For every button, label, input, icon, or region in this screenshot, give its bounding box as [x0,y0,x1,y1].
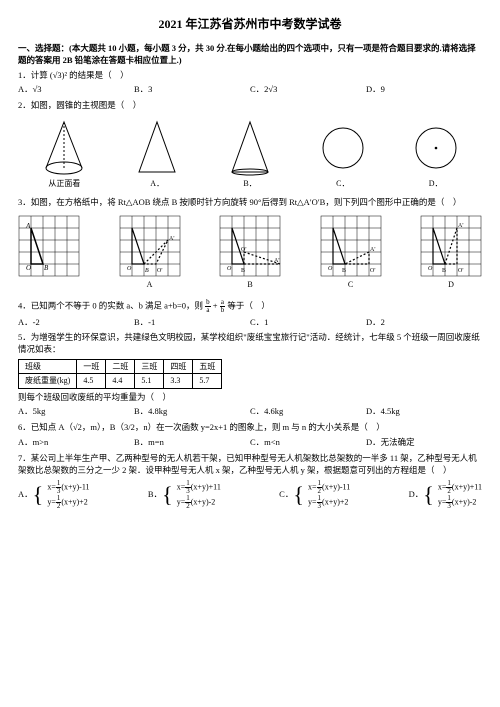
brace-icon: { [162,490,173,500]
svg-text:A': A' [274,258,279,264]
q1-options: A．√3 B．3 C．2√3 D．9 [18,84,482,96]
q7-text: 7．某公司上半年生产甲、乙两种型号的无人机若干架，已知甲种型号无人机架数比总架数… [18,453,482,477]
q2-opt-d: D． [413,118,459,189]
q5-b: B．4.8kg [134,406,250,418]
q3-grids: AOB OBO'A' A OBO'A' B OBO'A' C [18,215,482,290]
q5-a: A．5kg [18,406,134,418]
svg-text:O: O [428,266,433,272]
q7-d: D．{ x=12(x+y)+11 y=13(x+y)-2 [409,480,482,510]
q1-text: 1．计算 (√3)² 的结果是（ ） [18,70,482,82]
q2-opt-a: A． [134,118,180,189]
q2-opt-b: B． [227,118,273,189]
q6-b: B．m=n [134,437,250,449]
q4-text: 4．已知两个不等于 0 的实数 a、b 满足 a+b=0，则 ba + ab 等… [18,299,482,314]
q1-c: C．2√3 [250,84,366,96]
grid-b-icon: O B O' A' [219,215,281,277]
grid-a-icon: O B O' A' [119,215,181,277]
brace-icon: { [293,490,304,500]
svg-text:O: O [227,266,232,272]
q6-text: 6．已知点 A（√2，m），B（3/2，n）在一次函数 y=2x+1 的图象上，… [18,422,482,434]
q4-a: A．-2 [18,317,134,329]
svg-text:B: B [442,268,446,274]
cone-icon [41,118,87,176]
brace-icon: { [423,490,434,500]
q3-d: OBO'A' D [420,215,482,290]
q5-c: C．4.6kg [250,406,366,418]
circle-dot-icon [413,118,459,176]
q3-b: O B O' A' B [219,215,281,290]
triangle-base-icon [227,118,273,176]
q7-c: C．{ x=12(x+y)-11 y=13(x+y)+2 [279,480,350,510]
q7-b: B．{ x=13(x+y)+11 y=12(x+y)-2 [148,480,221,510]
q1-b: B．3 [134,84,250,96]
svg-text:O': O' [241,247,246,253]
svg-text:A': A' [458,223,463,229]
section-header: 一、选择题：(本大题共 10 小题，每小题 3 分，共 30 分.在每小题给出的… [18,43,482,67]
frac-ab: ab [220,299,226,314]
grid-stem-icon: A O B [18,215,80,277]
frac-ba: ba [205,299,211,314]
q7-a: A．{ x=13(x+y)-11 y=12(x+y)+2 [18,480,90,510]
q1-d: D．9 [366,84,482,96]
q7-options: A．{ x=13(x+y)-11 y=12(x+y)+2 B．{ x=13(x+… [18,480,482,510]
svg-text:O': O' [370,268,375,274]
page-title: 2021 年江苏省苏州市中考数学试卷 [18,16,482,33]
q1-a: A．√3 [18,84,134,96]
q2-opt-c: C． [320,118,366,189]
svg-text:B: B [145,268,149,274]
table-row: 班级一班二班三班四班五班 [19,360,222,374]
q4-b: B．-1 [134,317,250,329]
q2-figures: 从正面看 A． B． C． D． [18,118,482,189]
triangle-icon [134,118,180,176]
brace-icon: { [33,490,44,500]
q3-c: OBO'A' C [320,215,382,290]
q4-options: A．-2 B．-1 C．1 D．2 [18,317,482,329]
svg-text:B: B [44,264,49,272]
table-row: 废纸重量(kg)4.54.45.13.35.7 [19,374,222,388]
svg-text:O: O [328,266,333,272]
svg-text:A': A' [169,236,174,242]
q2-text: 2．如图，圆锥的主视图是（ ） [18,100,482,112]
q4-d: D．2 [366,317,482,329]
svg-text:A': A' [370,247,375,253]
q5-options: A．5kg B．4.8kg C．4.6kg D．4.5kg [18,406,482,418]
q3-text: 3．如图，在方格纸中，将 Rt△AOB 绕点 B 按顺时针方向旋转 90°后得到… [18,197,482,209]
svg-text:B: B [342,268,346,274]
q3-a: OBO'A' A [119,215,181,290]
q5-text: 5．为增强学生的环保意识，共建绿色文明校园，某学校组织"废纸宝宝旅行记"活动．经… [18,332,482,356]
q5-table: 班级一班二班三班四班五班 废纸重量(kg)4.54.45.13.35.7 [18,359,222,388]
svg-text:A: A [25,222,31,230]
svg-text:O: O [26,264,31,272]
svg-text:O': O' [157,268,162,274]
q6-d: D．无法确定 [366,437,482,449]
grid-d-icon: O B O' A' [420,215,482,277]
svg-text:B: B [241,268,245,274]
cone-figure: 从正面看 [41,118,87,189]
svg-text:O': O' [458,268,463,274]
svg-text:O: O [127,266,132,272]
q5-d: D．4.5kg [366,406,482,418]
circle-icon [320,118,366,176]
q3-stem: A O B [18,215,80,290]
q6-c: C．m<n [250,437,366,449]
q5-tail: 则每个班级回收废纸的平均重量为（ ） [18,392,482,404]
grid-c-icon: O B O' A' [320,215,382,277]
q4-c: C．1 [250,317,366,329]
q6-options: A．m>n B．m=n C．m<n D．无法确定 [18,437,482,449]
q6-a: A．m>n [18,437,134,449]
cone-caption: 从正面看 [48,178,80,189]
